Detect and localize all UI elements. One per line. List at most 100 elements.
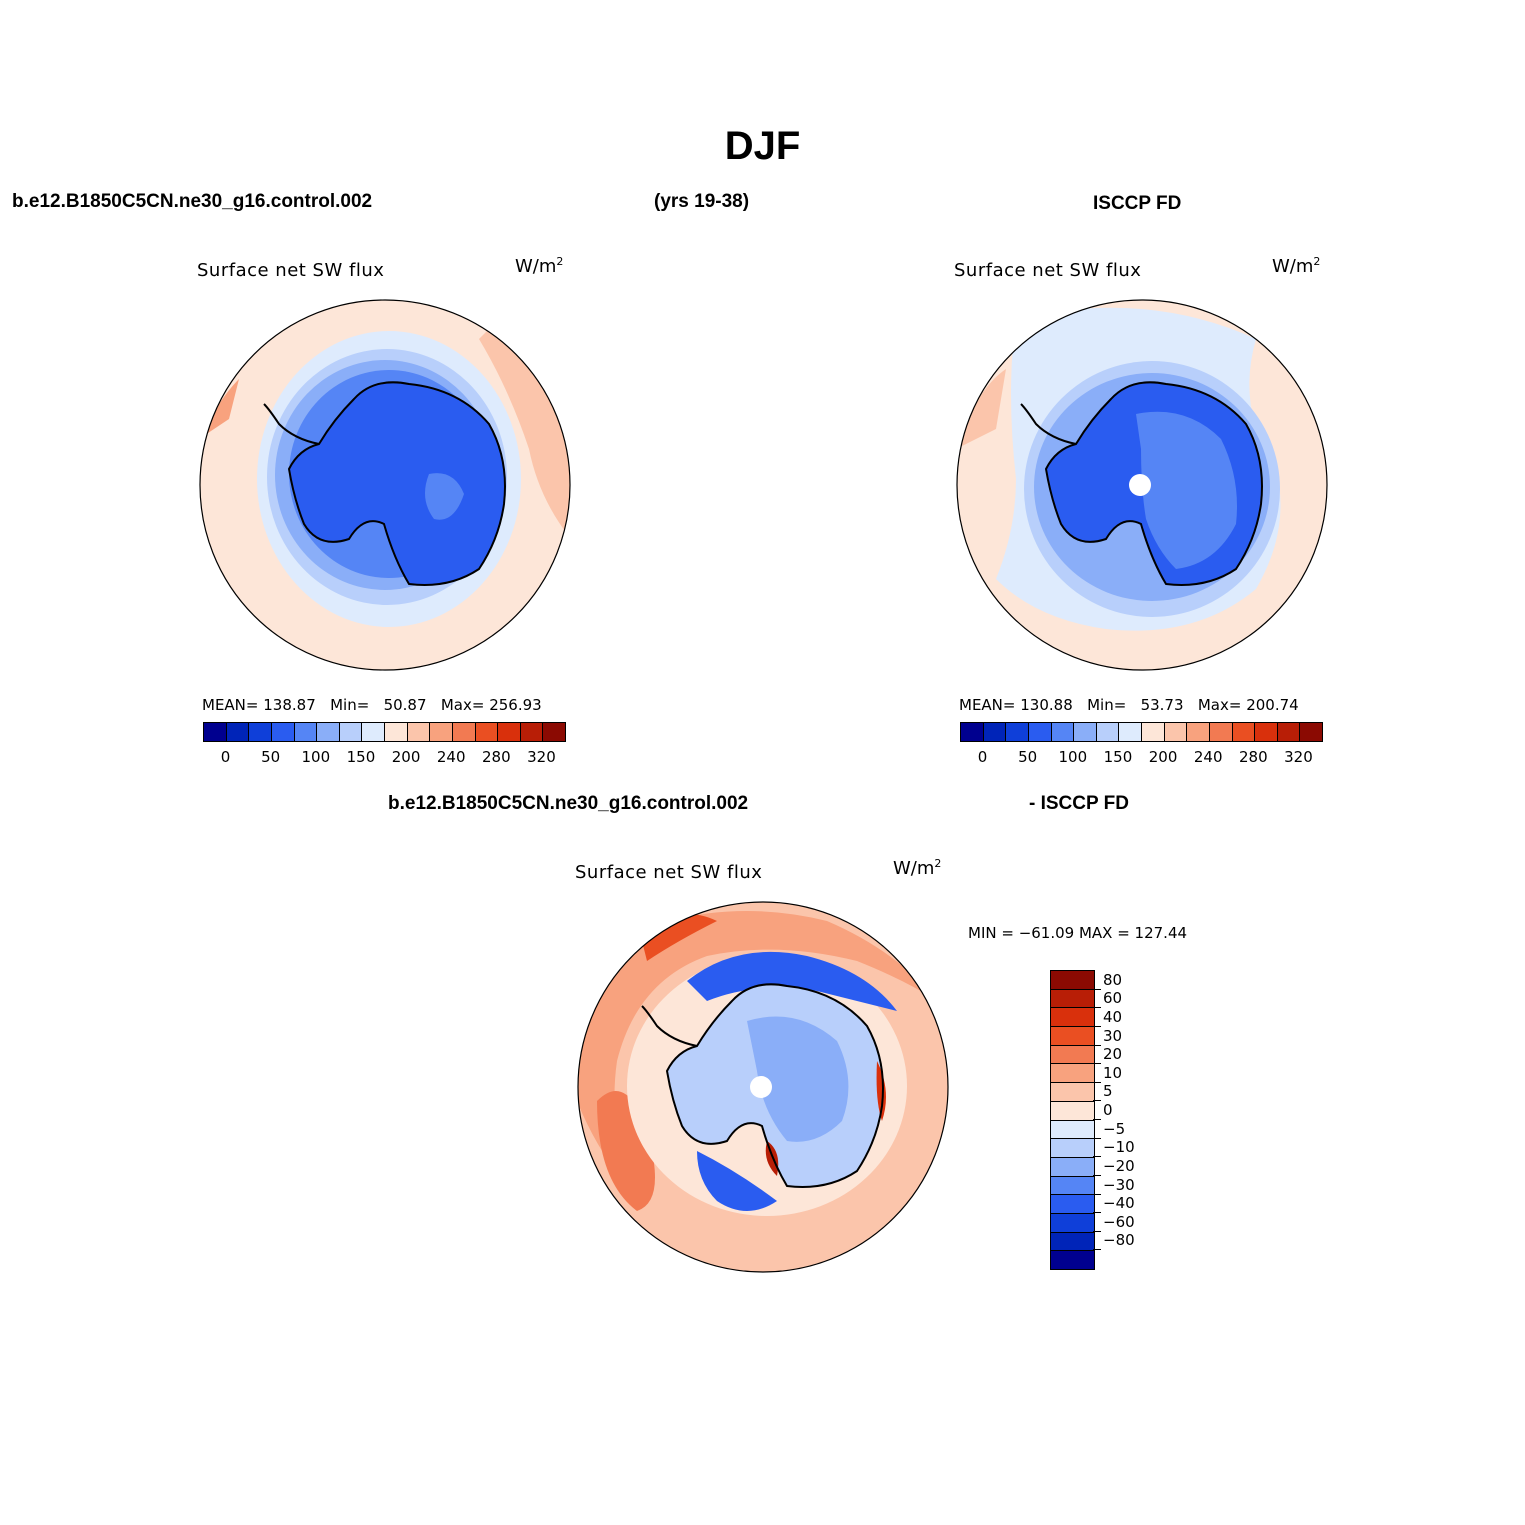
colorbar-swatch	[1187, 723, 1210, 741]
colorbar-tick-label: 150	[1103, 748, 1133, 766]
colorbar-swatch	[1300, 723, 1322, 741]
east-antarctica-plateau	[1136, 411, 1237, 569]
colorbar-tick-label: 100	[1058, 748, 1088, 766]
colorbar-swatch	[1051, 1195, 1094, 1214]
colorbar-swatch	[1051, 1213, 1094, 1233]
colorbar-swatch	[1255, 723, 1278, 741]
colorbar-swatch	[1164, 723, 1188, 741]
colorbar-swatch	[1209, 723, 1233, 741]
colorbar-tick-mark	[1093, 1212, 1101, 1214]
model-colorbar	[203, 722, 566, 742]
colorbar-swatch	[1051, 1045, 1094, 1065]
obs-stats: MEAN= 130.88 Min= 53.73 Max= 200.74	[959, 696, 1299, 714]
case-name-header: b.e12.B1850C5CN.ne30_g16.control.002	[12, 191, 373, 212]
colorbar-tick-mark	[1093, 1081, 1101, 1083]
diff-minmax: MIN = −61.09 MAX = 127.44	[968, 924, 1188, 942]
colorbar-tick-label: 20	[1103, 1045, 1123, 1064]
colorbar-tick-mark	[1093, 1119, 1101, 1120]
negative-band	[687, 951, 897, 1011]
colorbar-swatch	[1051, 971, 1094, 990]
colorbar-swatch	[1051, 1120, 1094, 1140]
obs-name-header: ISCCP FD	[1093, 193, 1182, 214]
colorbar-tick-label: 50	[261, 748, 281, 766]
colorbar-tick-mark	[1093, 1044, 1101, 1046]
colorbar-swatch	[430, 723, 453, 741]
colorbar-swatch	[1028, 723, 1052, 741]
colorbar-tick-label: 280	[481, 748, 511, 766]
colorbar-swatch	[1051, 1176, 1094, 1196]
figure-title: DJF	[724, 124, 801, 168]
colorbar-tick-label: −5	[1103, 1119, 1126, 1138]
colorbar-swatch	[452, 723, 476, 741]
obs-polar-map	[956, 299, 1328, 671]
model-stats: MEAN= 138.87 Min= 50.87 Max= 256.93	[202, 696, 542, 714]
colorbar-swatch	[1277, 723, 1301, 741]
colorbar-tick-label: 30	[1103, 1026, 1123, 1045]
antarctica-coastline	[665, 983, 884, 1188]
colorbar-swatch	[294, 723, 318, 741]
colorbar-swatch	[1232, 723, 1256, 741]
colorbar-tick-mark	[1093, 1100, 1101, 1102]
colorbar-tick-label: 100	[301, 748, 331, 766]
colorbar-tick-label: 10	[1103, 1063, 1123, 1082]
diff-polar-map	[577, 901, 949, 1273]
colorbar-tick-label: −60	[1103, 1212, 1135, 1231]
colorbar-swatch	[1051, 1064, 1094, 1084]
colorbar-swatch	[1051, 1157, 1094, 1177]
negative-band	[697, 1151, 777, 1211]
colorbar-swatch	[1051, 1139, 1094, 1158]
colorbar-swatch	[204, 723, 227, 741]
colorbar-tick-label: 60	[1103, 989, 1123, 1008]
obs-colorbar	[960, 722, 1323, 742]
colorbar-swatch	[271, 723, 295, 741]
diff-units: W/m2	[893, 857, 942, 879]
colorbar-swatch	[1051, 1008, 1094, 1028]
colorbar-swatch	[520, 723, 544, 741]
model-polar-map	[199, 299, 571, 671]
colorbar-swatch	[362, 723, 385, 741]
colorbar-swatch	[1006, 723, 1029, 741]
colorbar-swatch	[317, 723, 340, 741]
colorbar-swatch	[1051, 1083, 1094, 1102]
antarctic-peninsula	[641, 1005, 698, 1047]
colorbar-swatch	[339, 723, 363, 741]
colorbar-tick-mark	[1093, 988, 1101, 990]
interior-negative	[747, 1016, 849, 1142]
colorbar-swatch	[385, 723, 408, 741]
colorbar-swatch	[1051, 989, 1094, 1009]
colorbar-swatch	[498, 723, 521, 741]
colorbar-tick-mark	[1093, 1063, 1101, 1065]
colorbar-tick-label: 40	[1103, 1007, 1123, 1026]
diff-case-header: b.e12.B1850C5CN.ne30_g16.control.002	[388, 793, 749, 814]
colorbar-tick-label: −80	[1103, 1231, 1135, 1250]
colorbar-swatch	[983, 723, 1007, 741]
colorbar-swatch	[1051, 1251, 1094, 1269]
colorbar-tick-label: 0	[1103, 1101, 1113, 1119]
colorbar-tick-label: 150	[346, 748, 376, 766]
colorbar-tick-mark	[1093, 1025, 1101, 1027]
colorbar-tick-mark	[1093, 1249, 1101, 1251]
colorbar-swatch	[1051, 1027, 1094, 1046]
colorbar-swatch	[961, 723, 984, 741]
colorbar-swatch	[1074, 723, 1097, 741]
colorbar-swatch	[1051, 723, 1075, 741]
antarctic-peninsula	[263, 403, 320, 445]
colorbar-tick-mark	[1093, 1174, 1101, 1176]
model-units: W/m2	[515, 255, 564, 277]
colorbar-tick-mark	[1093, 1156, 1101, 1158]
obs-units: W/m2	[1272, 255, 1321, 277]
colorbar-tick-label: 50	[1018, 748, 1038, 766]
warm-band	[957, 369, 1006, 449]
colorbar-tick-label: 280	[1238, 748, 1268, 766]
colorbar-tick-mark	[1093, 1007, 1101, 1009]
missing-data-pole	[1129, 474, 1151, 496]
obs-plot-title: Surface net SW flux	[954, 260, 1142, 281]
colorbar-tick-label: −30	[1103, 1175, 1135, 1194]
colorbar-tick-label: 0	[977, 748, 988, 766]
colorbar-tick-label: 5	[1103, 1082, 1113, 1101]
continent-interior	[289, 382, 505, 585]
colorbar-swatch	[1051, 1232, 1094, 1252]
model-plot-title: Surface net SW flux	[197, 260, 385, 281]
colorbar-swatch	[407, 723, 431, 741]
missing-data-pole	[750, 1076, 772, 1098]
